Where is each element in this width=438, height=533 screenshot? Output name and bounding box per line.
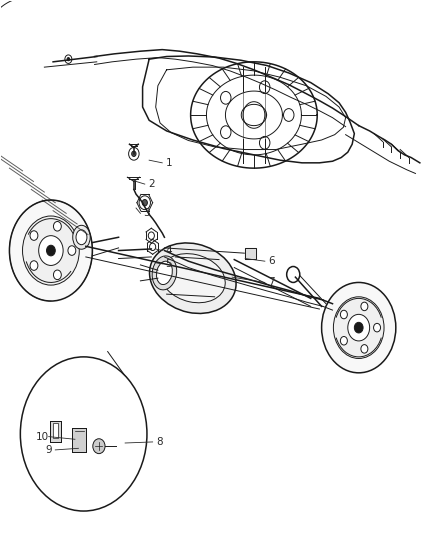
Circle shape xyxy=(321,282,396,373)
Circle shape xyxy=(39,236,63,265)
Ellipse shape xyxy=(156,261,172,285)
Text: 7: 7 xyxy=(268,278,275,287)
Text: 2: 2 xyxy=(148,179,155,189)
Circle shape xyxy=(132,151,136,157)
Circle shape xyxy=(348,314,370,341)
Text: 10: 10 xyxy=(35,432,49,442)
Circle shape xyxy=(20,357,147,511)
Circle shape xyxy=(374,324,381,332)
Circle shape xyxy=(243,102,265,128)
Ellipse shape xyxy=(160,254,225,303)
Circle shape xyxy=(340,336,347,345)
Circle shape xyxy=(287,266,300,282)
Circle shape xyxy=(259,81,270,94)
Bar xyxy=(72,427,86,451)
Text: 1: 1 xyxy=(166,158,172,168)
Ellipse shape xyxy=(73,225,90,249)
Circle shape xyxy=(340,310,347,319)
Circle shape xyxy=(220,126,231,139)
Text: 6: 6 xyxy=(268,256,275,266)
Circle shape xyxy=(53,222,61,231)
Circle shape xyxy=(259,136,270,149)
Circle shape xyxy=(354,322,363,333)
Bar xyxy=(53,423,58,438)
Ellipse shape xyxy=(149,243,236,313)
Circle shape xyxy=(220,92,231,104)
Circle shape xyxy=(67,58,70,61)
Circle shape xyxy=(361,302,368,311)
Circle shape xyxy=(283,109,294,122)
Circle shape xyxy=(30,261,38,270)
Ellipse shape xyxy=(76,230,87,245)
Text: 4: 4 xyxy=(166,246,172,255)
Circle shape xyxy=(361,345,368,353)
Bar xyxy=(50,421,61,442)
Circle shape xyxy=(22,216,79,285)
Circle shape xyxy=(10,200,92,301)
Circle shape xyxy=(53,270,61,280)
Circle shape xyxy=(68,246,76,255)
Text: 3: 3 xyxy=(144,208,150,219)
Polygon shape xyxy=(245,248,256,259)
Circle shape xyxy=(93,439,105,454)
Text: 5: 5 xyxy=(166,259,172,269)
Circle shape xyxy=(46,245,55,256)
Circle shape xyxy=(333,297,384,359)
Circle shape xyxy=(129,148,139,160)
Circle shape xyxy=(65,55,72,63)
Text: 8: 8 xyxy=(157,437,163,447)
Circle shape xyxy=(139,196,150,209)
Circle shape xyxy=(148,232,154,239)
Circle shape xyxy=(150,243,155,251)
Text: 9: 9 xyxy=(46,445,52,455)
Circle shape xyxy=(142,199,148,206)
Circle shape xyxy=(30,231,38,240)
Ellipse shape xyxy=(152,256,177,290)
